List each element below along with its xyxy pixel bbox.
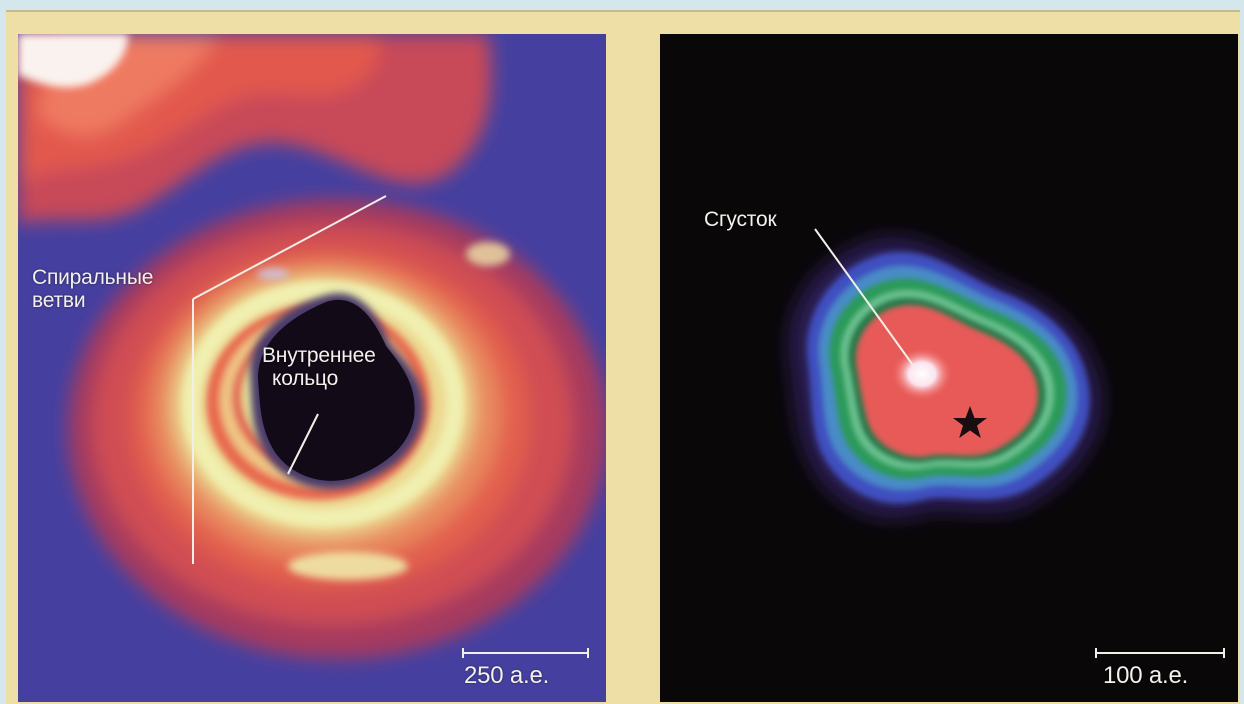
clump-pointer-line bbox=[814, 228, 916, 369]
clump-bright-spot bbox=[892, 348, 952, 400]
right-image-panel: Сгусток 100 а.е. bbox=[660, 34, 1238, 702]
inner-ring-pointer-line bbox=[287, 413, 319, 475]
clump-contour-image bbox=[660, 34, 1238, 702]
inner-ring-label-line1: Внутреннее bbox=[262, 344, 376, 367]
scale-bar-label: 250 а.е. bbox=[464, 662, 550, 689]
spiral-arms-pointer-line bbox=[192, 195, 387, 300]
left-image-panel: Спиральные ветви Внутреннее кольцо 250 а… bbox=[18, 34, 606, 702]
star-icon bbox=[953, 406, 987, 438]
spiral-arms-label-line2: ветви bbox=[32, 289, 86, 312]
scale-bar-label-right: 100 а.е. bbox=[1103, 662, 1189, 689]
inner-ring-label-line2: кольцо bbox=[272, 367, 339, 390]
clump-label: Сгусток bbox=[704, 208, 777, 231]
inner-ring-label: Внутреннее кольцо bbox=[262, 344, 376, 390]
disk-image bbox=[18, 34, 606, 702]
spiral-arms-label-line1: Спиральные bbox=[32, 266, 154, 289]
spiral-arms-label: Спиральные ветви bbox=[32, 266, 153, 312]
